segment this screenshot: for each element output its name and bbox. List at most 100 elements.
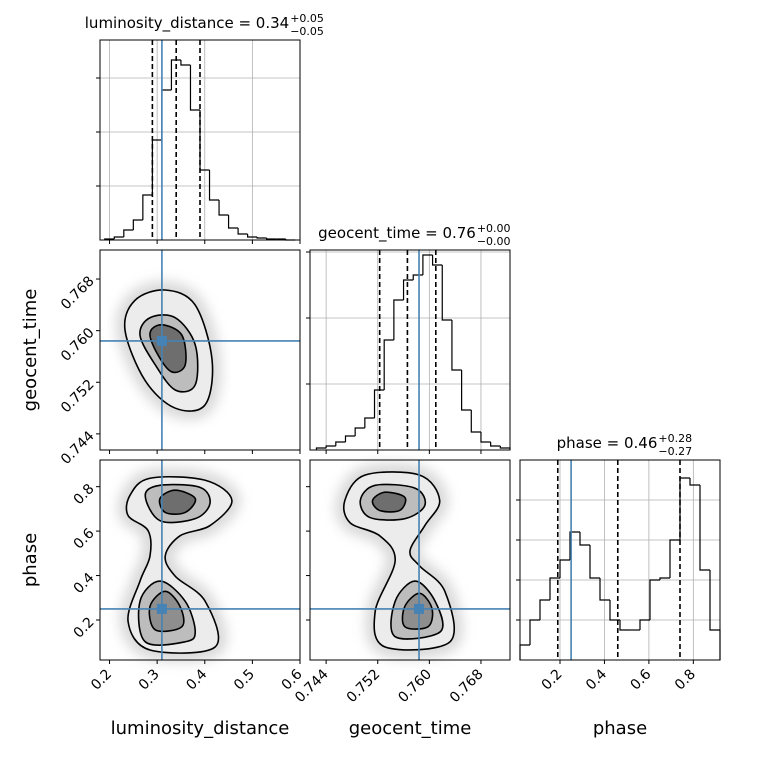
title-superscript: +0.00 [477,222,511,235]
histogram-bin [649,579,660,620]
histogram-bin [431,255,443,266]
panel: 0.744 0.752 0.760 0.768 geocent_time [20,249,301,468]
axes-frame [99,459,301,661]
x-axis-label: luminosity_distance [111,718,290,739]
histogram-bin [480,432,491,443]
histogram-bin [579,532,590,546]
title-subscript: −0.27 [658,445,692,458]
histogram-bin [364,417,375,428]
histogram-bin [412,274,423,280]
y-tick-label: 0.2 [71,614,98,641]
histogram-bin [315,447,327,450]
histogram-bin [422,254,433,275]
histogram-bin [461,370,472,411]
histogram-bin [227,215,239,229]
x-tick-label: 0.760 [395,666,435,706]
y-tick-label: 0.760 [58,325,98,365]
histogram-bin [402,279,414,300]
histogram-bin [569,531,580,560]
histogram-bin [256,237,267,239]
histogram-bin [266,238,277,240]
y-tick-label: 0.6 [71,525,98,552]
truth-marker [156,335,167,346]
histogram-bin [679,477,690,540]
histogram-bin [180,60,191,66]
x-tick-label: 0.4 [183,666,210,693]
x-axis-label: geocent_time [349,718,472,739]
y-tick-label: 0.8 [71,481,98,508]
histogram-bin [237,228,248,235]
histogram-bin [470,410,481,433]
histogram-bin [170,59,181,90]
histogram-bin [589,545,600,579]
histogram-bin [669,539,680,578]
histogram-bin [699,485,710,571]
histogram-bin [709,570,721,660]
histogram-bin [247,234,258,238]
panel: phase = 0.46 +0.28−0.27 0.2 0.4 0.6 0.8 phase [516,432,721,739]
histogram-bin [142,194,153,220]
histogram-bin [373,389,385,418]
panel-title: phase = 0.46 [557,434,658,452]
histogram-bin [354,427,365,436]
axes-frame [309,249,511,451]
histogram-bin [208,170,220,201]
x-tick-label: 0.4 [583,666,610,693]
histogram-bin [393,299,404,340]
histogram-bin [609,600,620,621]
x-tick-label: 0.3 [136,666,163,693]
y-tick-label: 0.752 [58,377,98,417]
x-tick-label: 0.5 [231,666,258,693]
histogram-bin [689,478,700,486]
histogram-bin [619,620,630,631]
x-axis-label: phase [593,718,647,739]
panel-title: geocent_time = 0.76 [318,224,476,243]
histogram-bin [451,320,462,371]
histogram-bin [325,445,336,448]
histogram-bin [529,619,540,645]
x-tick-label: 0.2 [88,666,115,693]
histogram-bin [539,599,550,620]
title-subscript: −0.00 [477,235,511,248]
panel: 0.2 0.3 0.4 0.5 0.60.20.40.60.8luminosity_di… [20,459,306,739]
x-tick-label: 0.768 [447,666,487,706]
y-axis-label: geocent_time [20,289,41,412]
y-tick-label: 0.744 [58,428,98,468]
panel-title: luminosity_distance = 0.34 [85,14,289,33]
contour [158,489,197,515]
histogram-bin [659,577,670,580]
histogram-bin [499,446,511,450]
y-axis-label: phase [20,533,41,587]
histogram-bin [189,65,200,111]
histogram-bin [441,265,452,321]
histogram-bin [490,442,501,447]
histogram-bin [335,441,346,446]
truth-marker [156,603,167,614]
contour [371,491,407,513]
histogram-bin [218,200,229,216]
title-superscript: +0.28 [658,432,692,445]
axes-frame [309,459,511,661]
histogram-bin [383,339,394,390]
title-superscript: +0.05 [290,12,324,25]
x-tick-label: 0.2 [539,666,566,693]
histogram-bin [132,219,143,230]
y-tick-label: 0.768 [58,273,98,313]
x-tick-label: 0.752 [344,666,384,706]
histogram-bin [519,644,530,660]
histogram-bin [161,89,172,140]
histogram-bin [549,577,560,600]
histogram-bin [113,236,124,239]
axes-frame [99,39,301,241]
truth-marker [414,603,425,614]
histogram-bin [639,619,650,630]
histogram-bin [599,578,610,601]
title-subscript: −0.05 [290,25,324,38]
histogram-bin [344,435,356,442]
axes-frame [99,249,301,451]
y-tick-label: 0.4 [71,570,98,597]
x-tick-label: 0.8 [672,666,699,693]
panel: geocent_time = 0.76 +0.00−0.00 [306,222,511,454]
